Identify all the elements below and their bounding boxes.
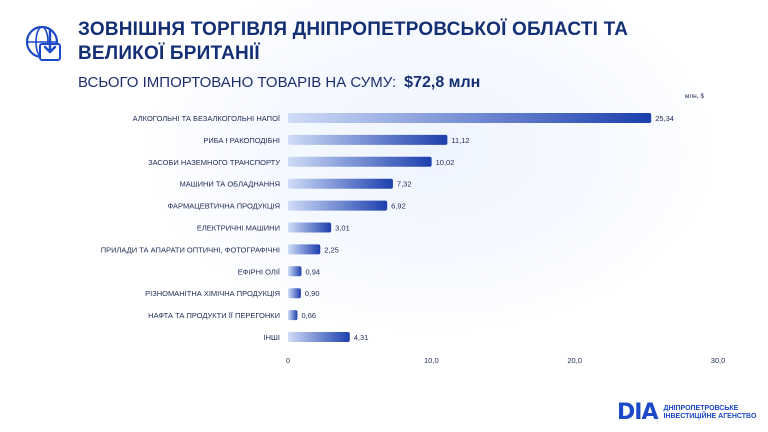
value-label-11: 4,31 [354,333,369,342]
value-label-3: 10,02 [436,158,455,167]
value-label-6: 3,01 [335,224,350,233]
x-tick-label-2: 10,0 [424,356,439,365]
bar-7 [288,244,321,255]
agency-name-line1: ДНІПРОПЕТРОВСЬКЕ [663,404,739,412]
value-label-5: 6,92 [391,202,406,211]
value-label-9: 0,90 [305,289,320,298]
bar-11 [288,332,350,342]
value-label-8: 0,94 [305,267,320,276]
unit-label: млн, $ [685,93,704,100]
category-label-1: АЛКОГОЛЬНІ ТА БЕЗАЛКОГОЛЬНІ НАПОЇ [133,114,281,123]
agency-name: ДНІПРОПЕТРОВСЬКЕ ІНВЕСТИЦІЙНЕ АГЕНСТВО [663,405,756,421]
category-label-3: ЗАСОБИ НАЗЕМНОГО ТРАНСПОРТУ [148,158,280,167]
value-label-2: 11,12 [451,136,469,145]
bars-layer: АЛКОГОЛЬНІ ТА БЕЗАЛКОГОЛЬНІ НАПОЇ 25,34 РИ… [101,93,726,365]
value-label-10: 0,66 [301,311,316,320]
page-title: Зовнішня торгівля Дніпропетровської обла… [78,19,629,64]
bar-4 [288,178,393,189]
bar-9 [288,288,301,299]
value-label-4: 7,32 [397,180,412,189]
import-globe-icon [25,25,61,61]
bar-6 [288,222,332,233]
value-label-1: 25,34 [655,114,674,123]
category-label-8: ЕФІРНІ ОЛІЇ [238,267,281,276]
subtitle-amount: $72,8 млн [404,74,481,91]
agency-logo-mark: DIA [617,400,658,425]
category-label-4: МАШИНИ ТА ОБЛАДНАННЯ [180,180,281,189]
category-label-5: ФАРМАЦЕВТИЧНА ПРОДУКЦІЯ [168,202,280,211]
bar-3 [288,156,432,167]
bar-10 [288,310,298,321]
x-tick-label-1: 0 [286,356,290,365]
subtitle-label: ВСЬОГО ІМПОРТОВАНО ТОВАРІВ НА СУМУ: [78,74,397,91]
x-tick-label-4: 30,0 [711,356,726,365]
value-label-7: 2,25 [324,245,339,254]
category-label-2: РИБА І РАКОПОДІБНІ [203,136,280,145]
category-label-7: ПРИЛАДИ ТА АПАРАТИ ОПТИЧНІ, ФОТОГРАФІЧНІ [101,245,280,254]
category-label-6: ЕЛЕКТРИЧНІ МАШИНИ [197,224,280,233]
category-label-10: НАФТА ТА ПРОДУКТИ ЇЇ ПЕРЕГОНКИ [148,311,280,320]
agency-logo: DIA ДНІПРОПЕТРОВСЬКЕ ІНВЕСТИЦІЙНЕ АГЕНСТ… [617,400,756,425]
category-label-9: РІЗНОМАНІТНА ХІМІЧНА ПРОДУКЦІЯ [145,289,280,298]
bar-5 [288,200,388,211]
bar-2 [288,134,448,145]
bar-8 [288,266,302,277]
agency-name-line2: ІНВЕСТИЦІЙНЕ АГЕНСТВО [663,412,757,420]
x-tick-label-3: 20,0 [567,356,582,365]
page-subtitle: ВСЬОГО ІМПОРТОВАНО ТОВАРІВ НА СУМУ: $72,… [78,74,480,96]
bar-1 [288,113,652,123]
category-label-11: ІНШІ [264,333,280,342]
